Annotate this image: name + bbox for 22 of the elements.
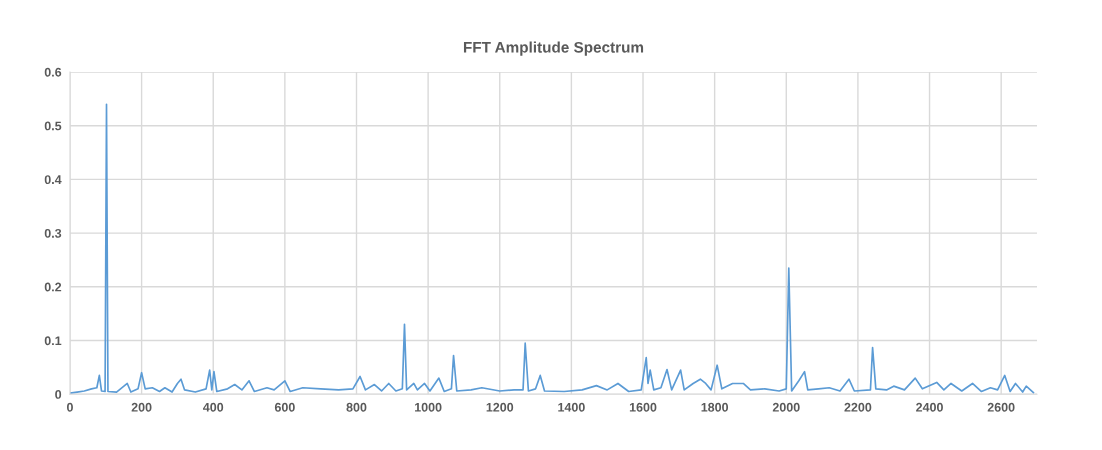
- x-tick-label: 400: [203, 402, 224, 412]
- chart-title: FFT Amplitude Spectrum: [463, 41, 644, 56]
- x-tick-label: 1200: [486, 402, 514, 412]
- x-tick-label: 2400: [916, 402, 943, 412]
- x-tick-label: 200: [131, 402, 152, 412]
- y-tick-label: 0.6: [44, 67, 62, 77]
- x-tick-label: 800: [346, 402, 367, 412]
- y-tick-label: 0.3: [44, 228, 62, 238]
- x-tick-label: 1400: [558, 402, 585, 412]
- x-tick-label: 0: [67, 402, 73, 412]
- x-tick-label: 2600: [987, 402, 1015, 412]
- y-tick-label: 0.1: [44, 336, 62, 346]
- x-tick-label: 2000: [772, 402, 800, 412]
- x-tick-label: 2200: [844, 402, 872, 412]
- y-tick-label: 0.4: [44, 175, 62, 185]
- x-tick-label: 1800: [701, 402, 729, 412]
- y-tick-label: 0.2: [44, 282, 62, 292]
- y-tick-label: 0: [55, 390, 62, 399]
- x-tick-label: 1600: [629, 402, 657, 412]
- x-tick-label: 600: [274, 402, 295, 412]
- y-tick-label: 0.5: [44, 121, 62, 131]
- x-tick-label: 1000: [415, 402, 442, 412]
